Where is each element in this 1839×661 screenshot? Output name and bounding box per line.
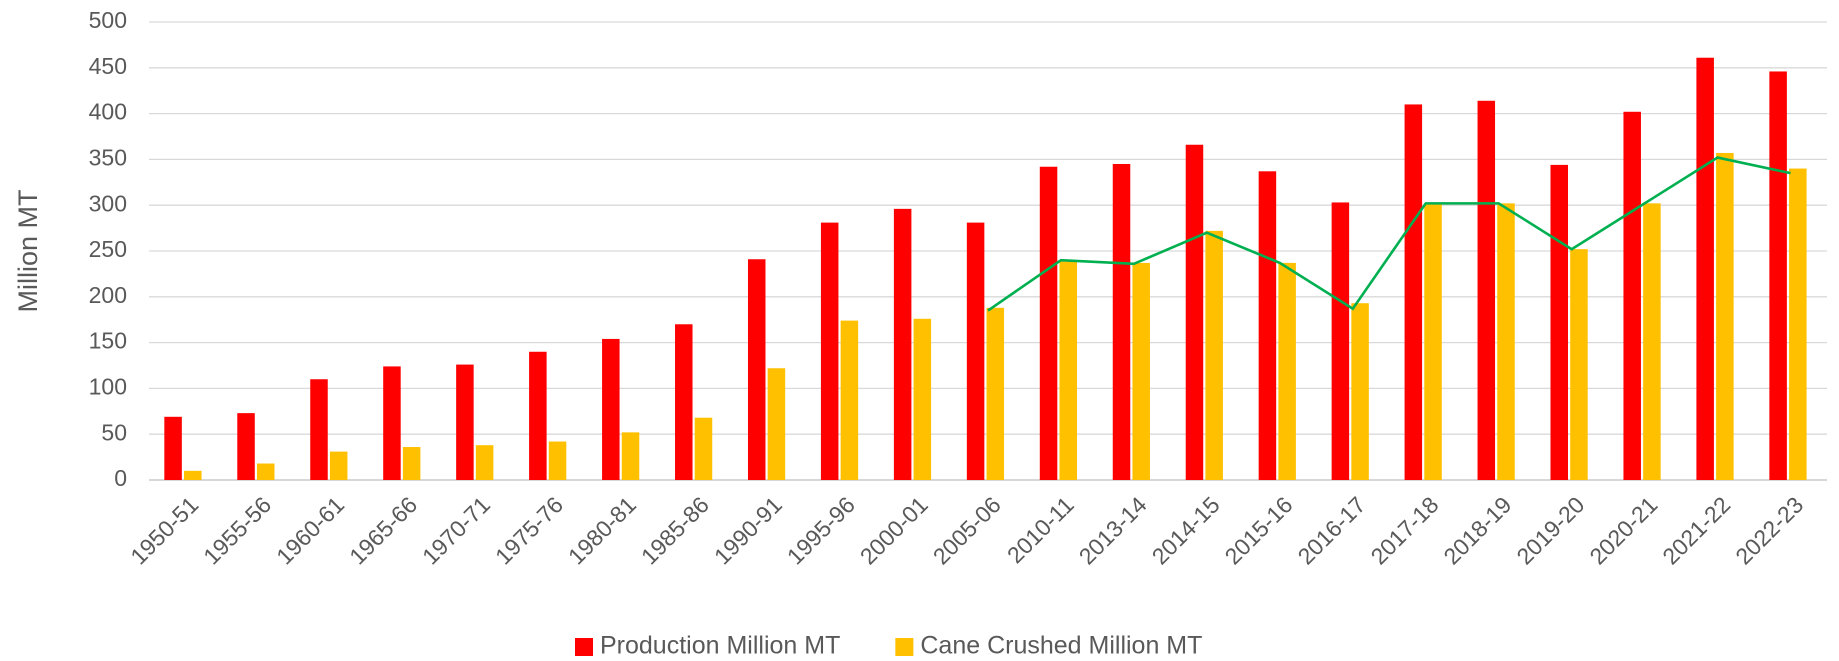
x-tick-label: 2000-01 xyxy=(855,491,933,569)
x-tick-label: 1975-76 xyxy=(490,491,568,569)
bar xyxy=(164,416,182,480)
bar xyxy=(747,259,766,480)
bar xyxy=(602,338,620,480)
bar xyxy=(1477,100,1496,480)
bar xyxy=(1789,168,1807,480)
bar xyxy=(1205,230,1223,480)
trend-line xyxy=(987,156,1791,312)
bar xyxy=(1185,144,1204,480)
bar xyxy=(767,368,786,480)
bar xyxy=(529,351,547,480)
bar xyxy=(1351,303,1369,480)
y-tick-label: 250 xyxy=(89,236,127,262)
bar xyxy=(913,318,932,480)
bar xyxy=(1059,260,1078,480)
x-tick-label: 1990-91 xyxy=(709,491,787,569)
y-tick-label: 450 xyxy=(89,53,127,79)
x-tick-label: 2018-19 xyxy=(1438,491,1516,569)
bar xyxy=(1331,202,1350,480)
x-tick-label: 2016-17 xyxy=(1293,491,1371,569)
bar xyxy=(402,447,421,480)
bar xyxy=(1716,152,1734,480)
y-tick-label: 100 xyxy=(89,373,127,399)
x-tick-label: 1985-86 xyxy=(636,491,714,569)
bar xyxy=(310,379,328,480)
bar xyxy=(1550,164,1569,480)
x-tick-label: 1995-96 xyxy=(782,491,860,569)
legend: Production Million MT Cane Crushed Millio… xyxy=(575,632,1202,660)
bar xyxy=(475,445,494,480)
x-tick-label: 2021-22 xyxy=(1657,491,1735,569)
bar xyxy=(1112,163,1131,481)
x-tick-label: 2020-21 xyxy=(1584,491,1662,569)
legend-label: Cane Crushed Million MT xyxy=(920,632,1202,660)
bar xyxy=(1623,111,1641,480)
bar xyxy=(621,432,640,480)
bar xyxy=(1696,57,1714,480)
x-tick-label: 2015-16 xyxy=(1220,491,1298,569)
bar xyxy=(820,222,839,480)
y-tick-label: 500 xyxy=(89,7,127,33)
bar xyxy=(893,208,912,480)
bar xyxy=(986,307,1005,480)
bar xyxy=(1404,104,1423,480)
x-tick-label: 2014-15 xyxy=(1147,491,1225,569)
bar xyxy=(1278,262,1296,480)
x-tick-label: 2013-14 xyxy=(1074,491,1152,569)
y-tick-label: 200 xyxy=(89,282,127,308)
y-tick-label: 300 xyxy=(89,190,127,216)
bar xyxy=(1570,249,1588,480)
x-tick-label: 2017-18 xyxy=(1365,491,1443,569)
bar xyxy=(1039,166,1058,480)
x-tick-label: 1970-71 xyxy=(417,491,495,569)
bar xyxy=(1643,203,1661,481)
bar xyxy=(675,324,693,480)
y-tick-label: 400 xyxy=(89,99,127,125)
bar xyxy=(1769,71,1787,481)
bar xyxy=(1132,262,1150,480)
y-tick-label: 50 xyxy=(101,419,127,445)
x-tick-label: 1955-56 xyxy=(198,491,276,569)
x-tick-label: 2019-20 xyxy=(1511,491,1589,569)
y-tick-label: 0 xyxy=(114,465,127,491)
bar xyxy=(548,441,567,480)
bar xyxy=(840,320,859,480)
legend-label: Production Million MT xyxy=(600,632,840,660)
bar xyxy=(456,364,474,480)
legend-swatch xyxy=(575,638,593,656)
bar xyxy=(1258,171,1277,481)
bar xyxy=(966,222,985,480)
x-tick-label: 1965-66 xyxy=(344,491,422,569)
x-tick-label: 2010-11 xyxy=(1002,491,1079,568)
bar xyxy=(694,417,713,480)
x-tick-label: 2022-23 xyxy=(1730,491,1808,569)
bar xyxy=(329,451,348,480)
y-axis-title: Million MT xyxy=(13,189,43,312)
x-tick-label: 1950-51 xyxy=(125,491,203,569)
bar xyxy=(256,463,275,480)
legend-swatch xyxy=(895,638,914,656)
x-tick-label: 1980-81 xyxy=(563,491,641,569)
y-tick-label: 150 xyxy=(89,328,127,354)
y-tick-label: 350 xyxy=(89,144,127,170)
bar xyxy=(1497,203,1515,481)
x-tick-label: 2005-06 xyxy=(928,491,1006,569)
x-tick-label: 1960-61 xyxy=(271,491,349,569)
bar xyxy=(184,470,202,480)
bar xyxy=(1424,203,1442,481)
bar xyxy=(237,413,255,480)
bar xyxy=(383,366,401,480)
